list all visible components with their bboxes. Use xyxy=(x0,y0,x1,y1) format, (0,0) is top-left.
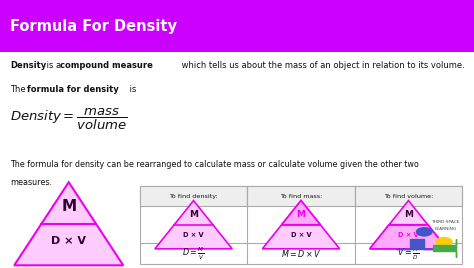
Text: is a: is a xyxy=(44,61,64,70)
Text: D × V: D × V xyxy=(183,232,204,238)
Text: To find density:: To find density: xyxy=(169,194,218,199)
Polygon shape xyxy=(262,200,340,249)
Text: LEARNING: LEARNING xyxy=(435,227,456,231)
Text: M: M xyxy=(297,210,305,219)
Text: $D = \frac{M}{V}$: $D = \frac{M}{V}$ xyxy=(182,245,205,262)
Bar xyxy=(355,186,462,206)
Text: M: M xyxy=(189,210,198,219)
Text: D × V: D × V xyxy=(398,232,419,238)
Polygon shape xyxy=(155,200,232,249)
Text: which tells us about the mass of an object in relation to its volume.: which tells us about the mass of an obje… xyxy=(179,61,465,70)
Bar xyxy=(247,186,355,206)
Polygon shape xyxy=(14,182,123,265)
Text: Formula For Density: Formula For Density xyxy=(10,19,177,34)
Text: compound measure: compound measure xyxy=(60,61,153,70)
FancyArrow shape xyxy=(433,239,456,257)
Polygon shape xyxy=(282,200,320,225)
Bar xyxy=(140,186,247,206)
Circle shape xyxy=(436,237,453,247)
Text: THIRD SPACE: THIRD SPACE xyxy=(431,221,460,224)
Text: The: The xyxy=(10,85,29,94)
Text: M: M xyxy=(404,210,413,219)
Text: $M = D \times V$: $M = D \times V$ xyxy=(281,248,321,259)
Polygon shape xyxy=(370,225,447,249)
FancyArrow shape xyxy=(396,239,438,249)
Text: formula for density: formula for density xyxy=(27,85,119,94)
Circle shape xyxy=(416,227,433,237)
Text: The formula for density can be rearranged to calculate mass or calculate volume : The formula for density can be rearrange… xyxy=(10,160,419,169)
Text: measures.: measures. xyxy=(10,178,53,187)
Text: Density: Density xyxy=(10,61,46,70)
Polygon shape xyxy=(370,200,447,249)
Text: $\mathit{Density} = \dfrac{mass}{volume}$: $\mathit{Density} = \dfrac{mass}{volume}… xyxy=(10,107,128,132)
Text: M: M xyxy=(61,199,76,214)
Text: D × V: D × V xyxy=(51,236,86,246)
Text: is: is xyxy=(127,85,137,94)
Text: $V = \frac{M}{D}$: $V = \frac{M}{D}$ xyxy=(397,245,419,262)
Bar xyxy=(140,186,462,264)
Text: D × V: D × V xyxy=(291,232,311,238)
Text: To find volume:: To find volume: xyxy=(384,194,433,199)
Text: To find mass:: To find mass: xyxy=(280,194,322,199)
Bar xyxy=(0,0,474,52)
